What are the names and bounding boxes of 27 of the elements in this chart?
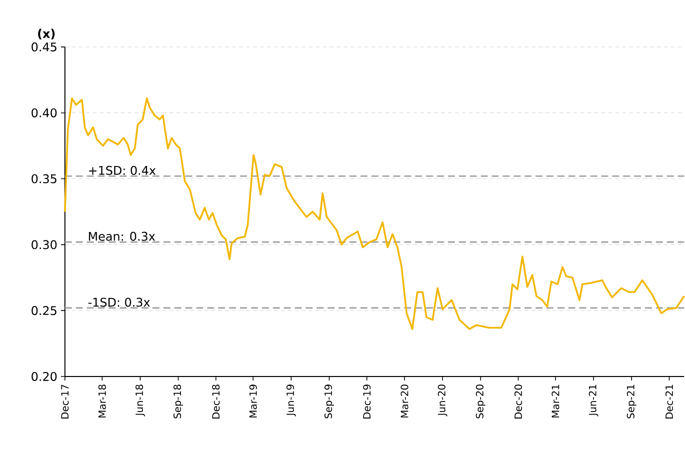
x-tick-label: Mar-19 bbox=[249, 384, 257, 418]
x-tick-label: Jun-21 bbox=[588, 384, 598, 416]
y-tick-label: 0.35 bbox=[32, 174, 56, 184]
y-tick-label: 0.20 bbox=[32, 372, 57, 381]
x-tick-label: Jun-18 bbox=[136, 384, 145, 416]
x-tick-label: Mar-21 bbox=[552, 384, 560, 418]
x-tick-label: Dec-17 bbox=[61, 384, 69, 418]
y-tick-label: 0.25 bbox=[32, 306, 56, 315]
x-tick-label: Mar-18 bbox=[98, 384, 106, 418]
x-tick-label: Sep-19 bbox=[324, 384, 334, 418]
ref-line-label: Mean: 0.3x bbox=[88, 232, 156, 241]
ref-line-label: +1SD: 0.4x bbox=[89, 166, 156, 175]
x-tick-label: Mar-20 bbox=[400, 384, 408, 418]
y-tick-label: 0.30 bbox=[32, 240, 57, 249]
x-tick-label: Dec-21 bbox=[665, 384, 673, 418]
x-tick-label: Dec-19 bbox=[363, 384, 371, 418]
x-tick-label: Jun-19 bbox=[286, 384, 296, 416]
ref-line-label: -1SD: 0.3x bbox=[88, 298, 150, 307]
x-tick-label: Sep-18 bbox=[174, 384, 183, 418]
x-tick-label: Sep-20 bbox=[476, 384, 486, 418]
x-tick-label: Dec-18 bbox=[212, 384, 220, 418]
y-axis-title: (x) bbox=[38, 28, 55, 40]
x-tick-label: Jun-20 bbox=[438, 384, 448, 416]
x-tick-label: Sep-21 bbox=[626, 384, 636, 418]
y-tick-label: 0.40 bbox=[32, 108, 57, 118]
y-tick-label: 0.45 bbox=[32, 42, 56, 52]
x-tick-label: Dec-20 bbox=[514, 384, 522, 418]
